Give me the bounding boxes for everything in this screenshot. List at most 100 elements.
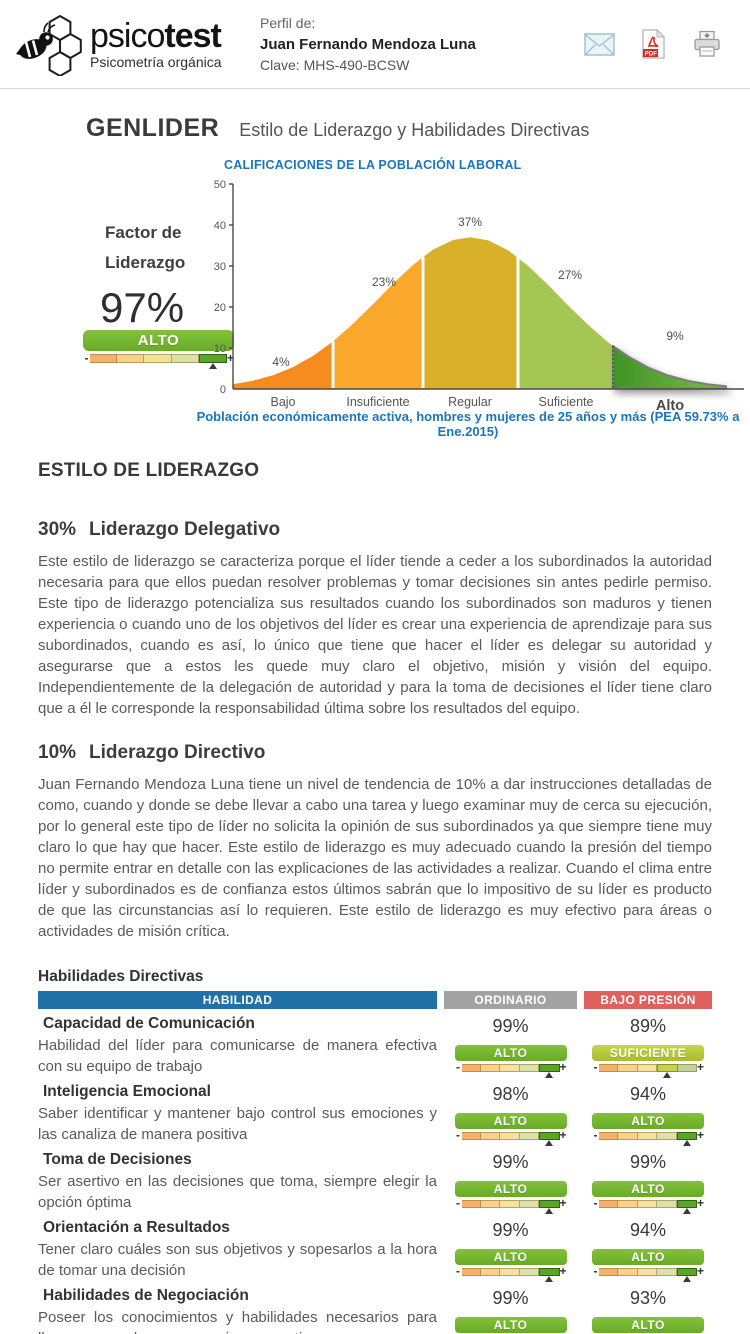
table-row: Orientación a Resultados Tener claro cuá… bbox=[38, 1217, 712, 1282]
level-badge: ALTO bbox=[454, 1317, 567, 1333]
scale-max-sign: + bbox=[559, 1264, 567, 1278]
chart-caption: Población económicamente activa, hombres… bbox=[196, 409, 740, 439]
skill-description: Tener claro cuáles son sus objetivos y s… bbox=[38, 1241, 437, 1279]
scale-segment bbox=[618, 1199, 638, 1208]
scale-max-sign: + bbox=[559, 1060, 567, 1074]
level-gauge: ALTO-+ bbox=[592, 1181, 704, 1214]
scale-segment bbox=[198, 354, 228, 369]
scale-segment bbox=[677, 1063, 698, 1072]
level-badge: ALTO bbox=[592, 1249, 704, 1265]
svg-text:10: 10 bbox=[214, 343, 226, 355]
style-paragraph-delegativo: Este estilo de liderazgo se caracteriza … bbox=[38, 553, 712, 717]
level-badge: ALTO bbox=[592, 1113, 704, 1129]
level-badge: ALTO bbox=[592, 1181, 704, 1197]
level-gauge: ALTO-+ bbox=[454, 1113, 567, 1146]
scale-segment bbox=[657, 1267, 677, 1276]
scale-min-sign: - bbox=[456, 1060, 460, 1074]
bajo-presion-cell: 94% ALTO - + bbox=[584, 1217, 712, 1282]
profile-key: Clave: MHS-490-BCSW bbox=[260, 56, 410, 73]
skill-name: Inteligencia Emocional bbox=[43, 1083, 211, 1100]
profile-label: Perfil de: bbox=[260, 14, 316, 31]
skill-name: Habilidades de Negociación bbox=[43, 1287, 249, 1304]
scale-segment bbox=[637, 1131, 658, 1140]
svg-text:Bajo: Bajo bbox=[270, 395, 295, 409]
scale-segment bbox=[676, 1267, 698, 1282]
scale-segment bbox=[144, 354, 172, 363]
svg-text:27%: 27% bbox=[558, 268, 582, 282]
factor-level-gauge: ALTO - + bbox=[83, 330, 234, 369]
skill-cell: Capacidad de Comunicación Habilidad del … bbox=[38, 1013, 437, 1077]
level-gauge: ALTO-+ bbox=[592, 1249, 705, 1282]
level-gauge: ALTO-+ bbox=[592, 1317, 704, 1334]
level-scale-bar: - + bbox=[455, 1060, 567, 1078]
table-row: Capacidad de Comunicación Habilidad del … bbox=[38, 1013, 712, 1078]
score-percent: 94% bbox=[629, 1084, 667, 1104]
scale-segment bbox=[480, 1131, 501, 1140]
style-percent: 10% bbox=[38, 742, 77, 763]
level-scale-bar: - + bbox=[83, 352, 234, 369]
level-gauge: ALTO-+ bbox=[454, 1317, 567, 1334]
scale-segment bbox=[539, 1199, 560, 1214]
scale-segment bbox=[599, 1131, 619, 1140]
scale-marker bbox=[545, 1139, 554, 1146]
chart-axes bbox=[229, 183, 744, 390]
scale-segment bbox=[461, 1199, 481, 1208]
scale-segment bbox=[519, 1267, 540, 1276]
bajo-presion-cell: 89% SUFICIENTE - + bbox=[584, 1013, 712, 1078]
pdf-icon[interactable]: PDF bbox=[641, 29, 666, 59]
scale-segment bbox=[480, 1267, 501, 1276]
scale-marker bbox=[663, 1071, 672, 1078]
table-row: Toma de Decisiones Ser asertivo en las d… bbox=[38, 1149, 712, 1214]
scale-min-sign: - bbox=[456, 1196, 460, 1210]
chart-title: CALIFICACIONES DE LA POBLACIÓN LABORAL bbox=[224, 158, 522, 172]
bell-curve-segments bbox=[233, 237, 613, 389]
level-scale-bar: - + bbox=[592, 1196, 704, 1214]
scale-min-sign: - bbox=[456, 1264, 460, 1278]
style-percent: 30% bbox=[38, 519, 77, 540]
score-percent: 93% bbox=[629, 1288, 667, 1308]
scale-max-sign: + bbox=[697, 1128, 705, 1142]
svg-text:50: 50 bbox=[214, 179, 226, 191]
scale-max-sign: + bbox=[559, 1128, 567, 1142]
skill-description: Poseer los conocimientos y habilidades n… bbox=[38, 1309, 437, 1334]
email-icon[interactable] bbox=[584, 32, 615, 56]
scale-segment bbox=[657, 1131, 677, 1140]
scale-max-sign: + bbox=[697, 1264, 705, 1278]
ordinario-cell: 99% ALTO-+ bbox=[444, 1013, 577, 1078]
scale-segment bbox=[599, 1063, 619, 1072]
scale-min-sign: - bbox=[593, 1196, 598, 1210]
skill-cell: Orientación a Resultados Tener claro cuá… bbox=[38, 1217, 437, 1281]
score-percent: 99% bbox=[629, 1152, 667, 1172]
leadership-factor-panel: Factor de Liderazgo 97% ALTO - + bbox=[83, 218, 234, 369]
ordinario-cell: 99% ALTO-+ bbox=[444, 1149, 577, 1214]
level-badge: ALTO bbox=[454, 1181, 567, 1197]
scale-segment bbox=[539, 1267, 560, 1282]
skill-cell: Toma de Decisiones Ser asertivo en las d… bbox=[38, 1149, 437, 1213]
header-toolbar: PDF bbox=[584, 29, 728, 59]
scale-segment bbox=[637, 1063, 658, 1072]
skill-description: Habilidad del líder para comunicarse de … bbox=[38, 1037, 437, 1075]
scale-segment bbox=[618, 1267, 638, 1276]
svg-text:40: 40 bbox=[214, 220, 226, 232]
svg-text:0: 0 bbox=[220, 384, 226, 396]
scale-min-sign: - bbox=[456, 1128, 460, 1142]
level-gauge: SUFICIENTE - + bbox=[592, 1045, 704, 1078]
print-icon[interactable] bbox=[692, 30, 722, 58]
scale-marker bbox=[682, 1139, 691, 1146]
report-body: GENLIDER Estilo de Liderazgo y Habilidad… bbox=[0, 89, 750, 1334]
factor-value: 97% bbox=[100, 284, 185, 331]
x-axis-category-labels: Bajo Insuficiente Regular Suficiente Alt… bbox=[270, 395, 684, 414]
report-title-row: GENLIDER Estilo de Liderazgo y Habilidad… bbox=[38, 89, 712, 143]
scale-segment bbox=[539, 1063, 560, 1078]
style-name: Liderazgo Directivo bbox=[89, 742, 266, 763]
scale-segment bbox=[171, 354, 199, 363]
level-scale-bar: - + bbox=[592, 1061, 704, 1078]
scale-segment bbox=[618, 1063, 638, 1072]
psicotest-logo: psicotest Psicometría orgánica bbox=[14, 12, 246, 76]
svg-text:20: 20 bbox=[214, 302, 226, 314]
scale-segment bbox=[599, 1267, 619, 1276]
level-scale-bar: - + bbox=[455, 1128, 567, 1146]
scale-segment bbox=[500, 1063, 520, 1072]
report-title: GENLIDER bbox=[86, 114, 220, 142]
score-percent: 99% bbox=[492, 1016, 529, 1036]
